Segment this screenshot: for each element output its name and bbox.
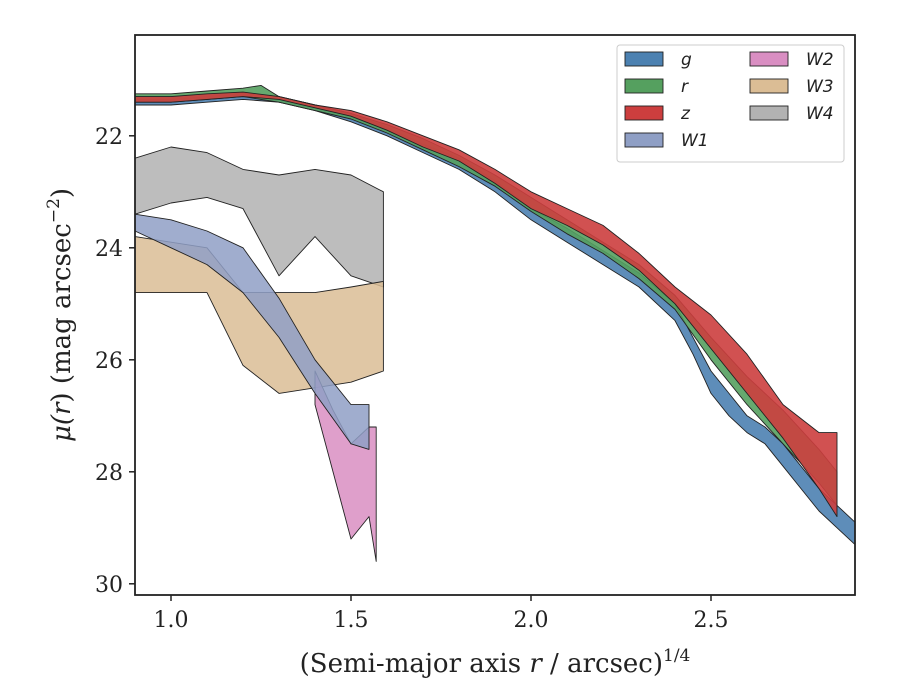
y-tick-label: 30	[95, 573, 123, 598]
y-tick-label: 26	[95, 349, 123, 374]
legend-box	[616, 44, 845, 163]
x-tick-label: 2.5	[694, 608, 729, 633]
legend-label-r: r	[681, 77, 689, 97]
legend-swatch-z	[624, 105, 664, 121]
legend-label-w2: W2	[806, 50, 834, 70]
legend-label-w1: W1	[681, 131, 709, 151]
x-tick-label: 2.0	[514, 608, 549, 633]
y-tick-label: 22	[95, 125, 123, 150]
legend-label-w4: W4	[806, 104, 834, 124]
legend: grz W1 W2 W3 W4	[616, 44, 845, 163]
y-axis-label: μ(r) (mag arcsec−2)	[44, 188, 77, 442]
legend-swatch-w1	[624, 132, 664, 148]
y-tick-label: 28	[95, 461, 123, 486]
legend-swatch-g	[624, 51, 664, 67]
legend-label-z: z	[680, 104, 691, 124]
x-axis-label: (Semi-major axis r / arcsec)1/4	[300, 646, 691, 679]
legend-label-w3: W3	[806, 77, 834, 97]
axis-ticks: 1.0 1.5 2.0 2.5 22 24 26 28 30	[95, 125, 729, 633]
legend-swatch-r	[624, 78, 664, 94]
plot-area	[134, 84, 856, 562]
band-z	[134, 91, 838, 518]
legend-swatch-w2	[749, 51, 789, 67]
x-tick-label: 1.5	[334, 608, 369, 633]
x-tick-label: 1.0	[154, 608, 189, 633]
y-tick-label: 24	[95, 237, 123, 262]
legend-swatch-w3	[749, 78, 789, 94]
band-w1	[134, 213, 370, 450]
legend-swatch-w4	[749, 105, 789, 121]
legend-label-g: g	[681, 50, 692, 70]
axes-frame	[134, 34, 856, 596]
